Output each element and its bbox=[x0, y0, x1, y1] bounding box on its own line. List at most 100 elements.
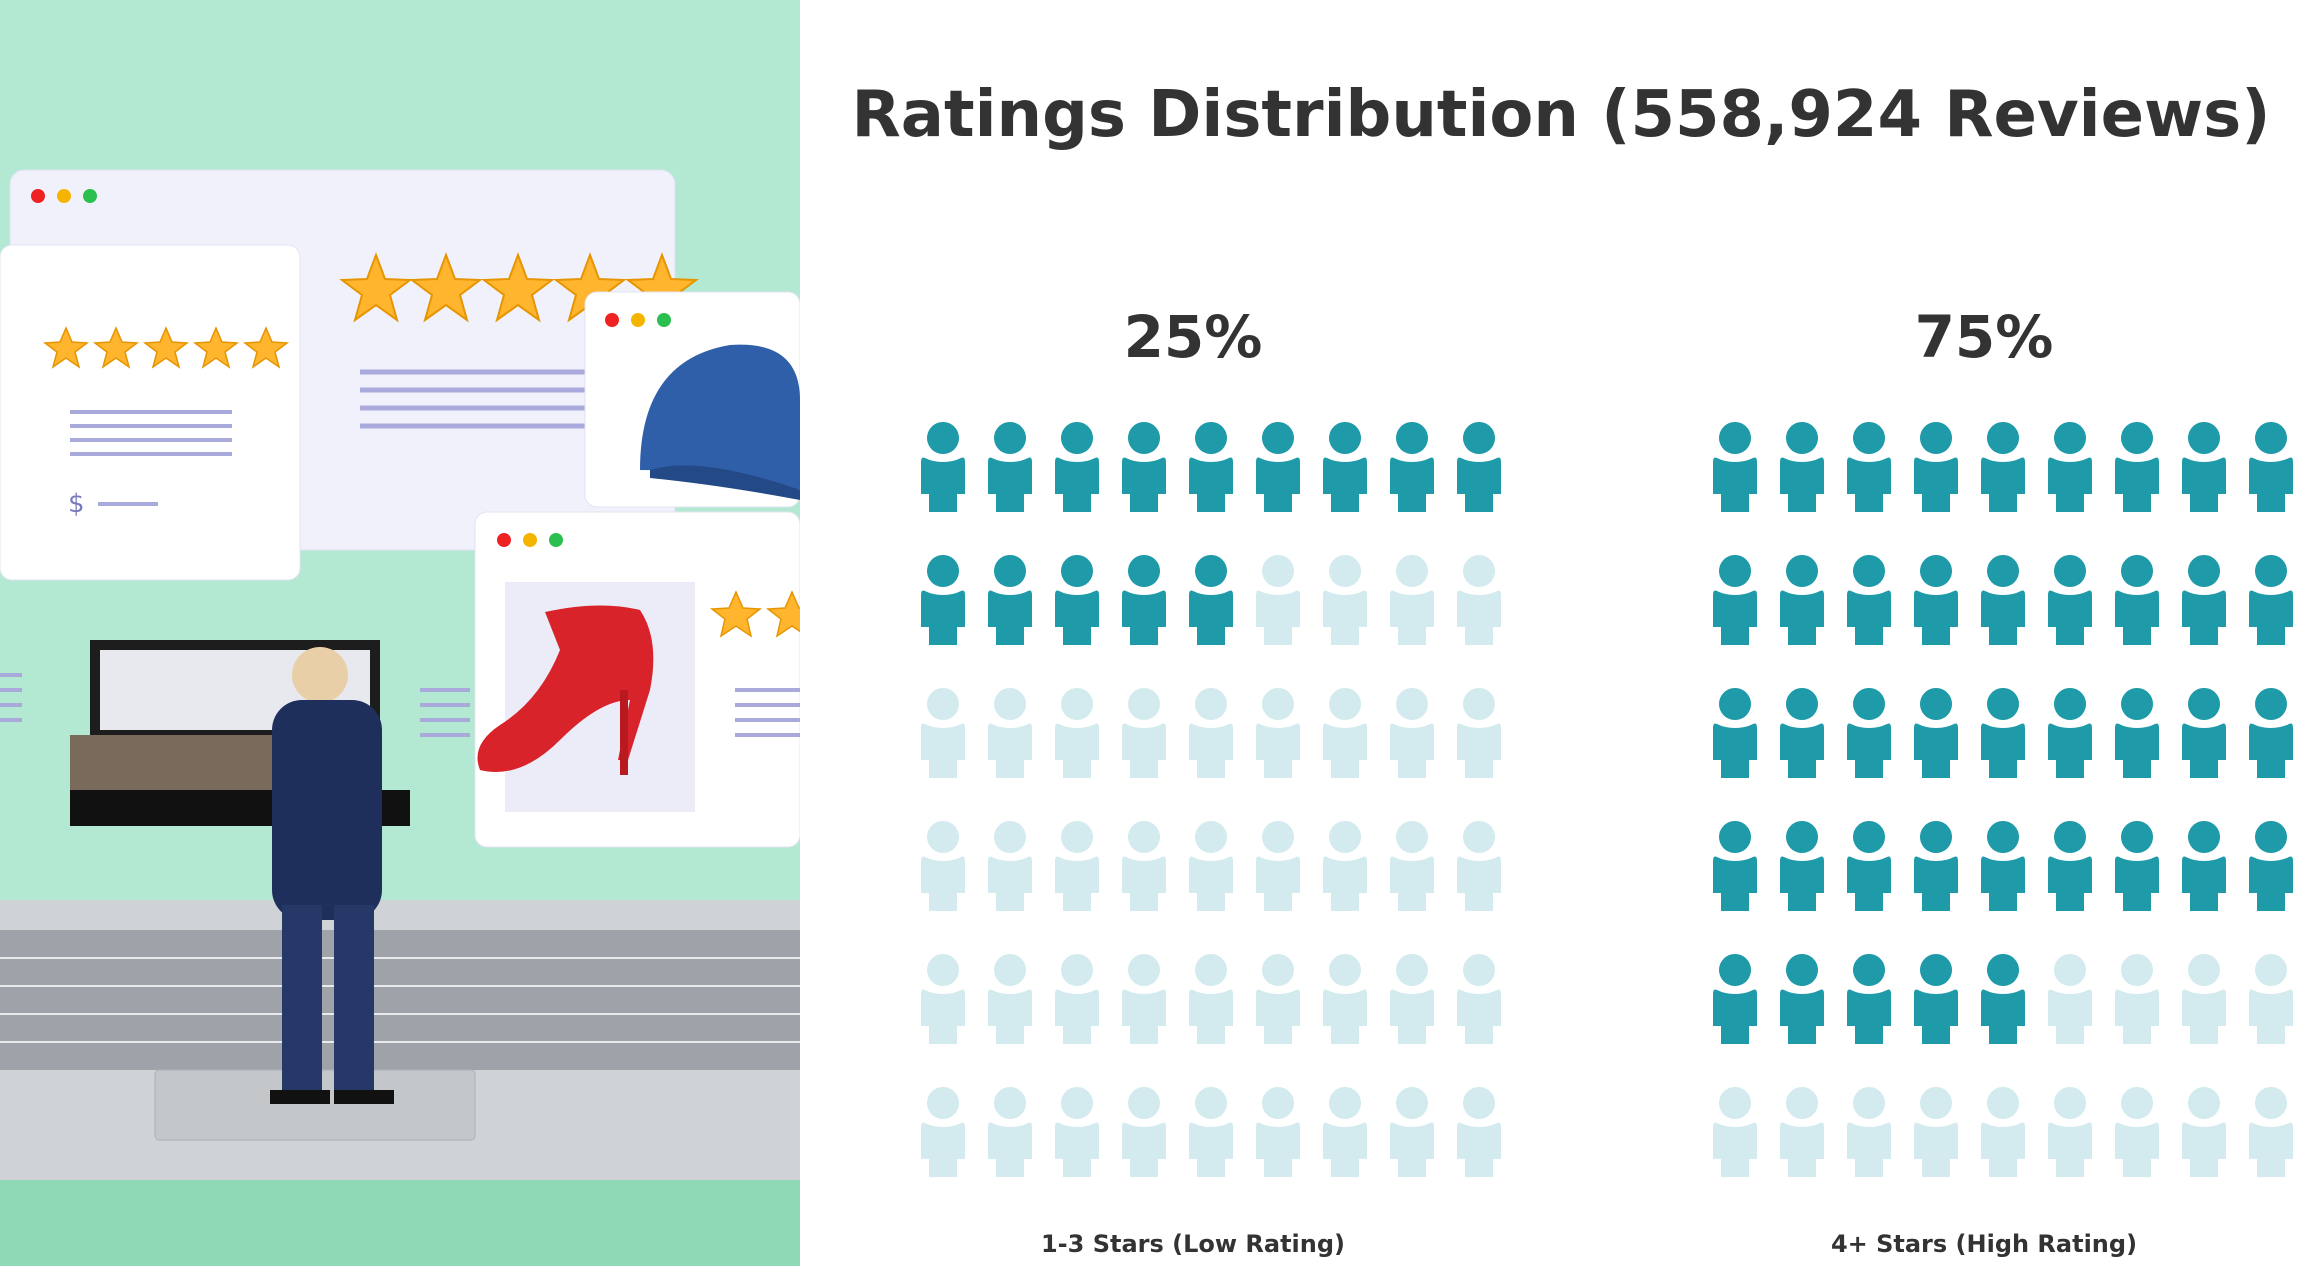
person-icon-filled bbox=[1914, 954, 1958, 1044]
group-1-percent-label: 25% bbox=[1124, 303, 1263, 371]
person-icon-filled bbox=[2048, 821, 2092, 911]
person-icon-filled bbox=[1189, 422, 1233, 512]
person-icon-filled bbox=[1981, 954, 2025, 1044]
person-icon-filled bbox=[1713, 821, 1757, 911]
person-icon-empty bbox=[1390, 821, 1434, 911]
person-icon-empty bbox=[988, 1087, 1032, 1177]
person-icon-filled bbox=[2048, 555, 2092, 645]
man-figure-icon bbox=[270, 647, 394, 1104]
person-icon-empty bbox=[1390, 954, 1434, 1044]
person-icon-filled bbox=[2182, 555, 2226, 645]
person-icon-empty bbox=[1122, 954, 1166, 1044]
person-icon-filled bbox=[1713, 422, 1757, 512]
person-icon-empty bbox=[2115, 1087, 2159, 1177]
person-icon-empty bbox=[1122, 1087, 1166, 1177]
person-icon-filled bbox=[2182, 821, 2226, 911]
person-icon-empty bbox=[1189, 954, 1233, 1044]
person-icon-empty bbox=[988, 954, 1032, 1044]
person-icon-empty bbox=[1457, 954, 1501, 1044]
person-icon-filled bbox=[1847, 688, 1891, 778]
cap-icon bbox=[640, 344, 800, 500]
person-icon-empty bbox=[1390, 555, 1434, 645]
group-2-icon-grid bbox=[1713, 422, 2293, 1177]
person-icon-empty bbox=[921, 821, 965, 911]
group-2-percent-label: 75% bbox=[1915, 303, 2054, 371]
person-icon-empty bbox=[921, 688, 965, 778]
person-icon-filled bbox=[988, 555, 1032, 645]
person-icon-empty bbox=[1256, 1087, 1300, 1177]
person-icon-filled bbox=[1847, 422, 1891, 512]
person-icon-filled bbox=[1780, 688, 1824, 778]
person-icon-filled bbox=[1780, 954, 1824, 1044]
person-icon-filled bbox=[1055, 422, 1099, 512]
person-icon-filled bbox=[2115, 555, 2159, 645]
star-icon bbox=[42, 326, 290, 369]
person-icon-filled bbox=[2048, 688, 2092, 778]
person-icon-filled bbox=[1981, 821, 2025, 911]
group-1-icon-grid bbox=[921, 422, 1501, 1177]
person-icon-empty bbox=[1323, 954, 1367, 1044]
person-icon-empty bbox=[1256, 954, 1300, 1044]
person-icon-filled bbox=[1323, 422, 1367, 512]
person-icon-filled bbox=[1914, 555, 1958, 645]
person-icon-filled bbox=[2182, 422, 2226, 512]
person-icon-empty bbox=[1390, 688, 1434, 778]
person-icon-filled bbox=[1847, 555, 1891, 645]
person-icon-empty bbox=[1981, 1087, 2025, 1177]
person-icon-empty bbox=[2048, 954, 2092, 1044]
person-icon-empty bbox=[1457, 821, 1501, 911]
person-icon-filled bbox=[1914, 422, 1958, 512]
person-icon-empty bbox=[1323, 821, 1367, 911]
person-icon-filled bbox=[1981, 422, 2025, 512]
person-icon-filled bbox=[1189, 555, 1233, 645]
person-icon-filled bbox=[1390, 422, 1434, 512]
person-icon-filled bbox=[1780, 422, 1824, 512]
person-icon-empty bbox=[921, 1087, 965, 1177]
person-icon-empty bbox=[1390, 1087, 1434, 1177]
person-icon-filled bbox=[2115, 688, 2159, 778]
person-icon-empty bbox=[1189, 1087, 1233, 1177]
person-icon-filled bbox=[1713, 688, 1757, 778]
person-icon-empty bbox=[2048, 1087, 2092, 1177]
person-icon-empty bbox=[988, 821, 1032, 911]
group-1-label: 1-3 Stars (Low Rating) bbox=[1041, 1230, 1345, 1258]
person-icon-filled bbox=[2249, 821, 2293, 911]
person-icon-filled bbox=[1713, 555, 1757, 645]
person-icon-filled bbox=[1914, 688, 1958, 778]
person-icon-empty bbox=[1189, 688, 1233, 778]
person-icon-empty bbox=[988, 688, 1032, 778]
person-icon-filled bbox=[1256, 422, 1300, 512]
person-icon-empty bbox=[921, 954, 965, 1044]
person-icon-filled bbox=[2249, 422, 2293, 512]
person-icon-filled bbox=[2115, 422, 2159, 512]
person-icon-filled bbox=[1847, 821, 1891, 911]
person-icon-filled bbox=[988, 422, 1032, 512]
person-icon-filled bbox=[2115, 821, 2159, 911]
ratings-distribution-chart: Ratings Distribution (558,924 Reviews) 2… bbox=[852, 78, 2293, 1258]
price-symbol: $ bbox=[68, 489, 85, 519]
person-icon-filled bbox=[1780, 821, 1824, 911]
person-icon-filled bbox=[1713, 954, 1757, 1044]
person-icon-empty bbox=[1122, 688, 1166, 778]
person-icon-filled bbox=[1122, 422, 1166, 512]
person-icon-empty bbox=[2249, 1087, 2293, 1177]
person-icon-empty bbox=[2182, 1087, 2226, 1177]
high-heel-icon bbox=[477, 605, 654, 775]
person-icon-empty bbox=[1122, 821, 1166, 911]
person-icon-filled bbox=[1847, 954, 1891, 1044]
person-icon-empty bbox=[1055, 688, 1099, 778]
person-icon-empty bbox=[1847, 1087, 1891, 1177]
group-2-label: 4+ Stars (High Rating) bbox=[1831, 1230, 2137, 1258]
person-icon-filled bbox=[1055, 555, 1099, 645]
person-icon-empty bbox=[1713, 1087, 1757, 1177]
person-icon-filled bbox=[1457, 422, 1501, 512]
laptop-icon bbox=[0, 900, 800, 1180]
person-icon-empty bbox=[1055, 821, 1099, 911]
person-icon-filled bbox=[2182, 688, 2226, 778]
person-icon-empty bbox=[1055, 954, 1099, 1044]
person-icon-empty bbox=[1780, 1087, 1824, 1177]
person-icon-empty bbox=[1457, 688, 1501, 778]
person-icon-empty bbox=[1457, 1087, 1501, 1177]
person-icon-filled bbox=[1914, 821, 1958, 911]
chart-title: Ratings Distribution (558,924 Reviews) bbox=[852, 78, 2271, 152]
